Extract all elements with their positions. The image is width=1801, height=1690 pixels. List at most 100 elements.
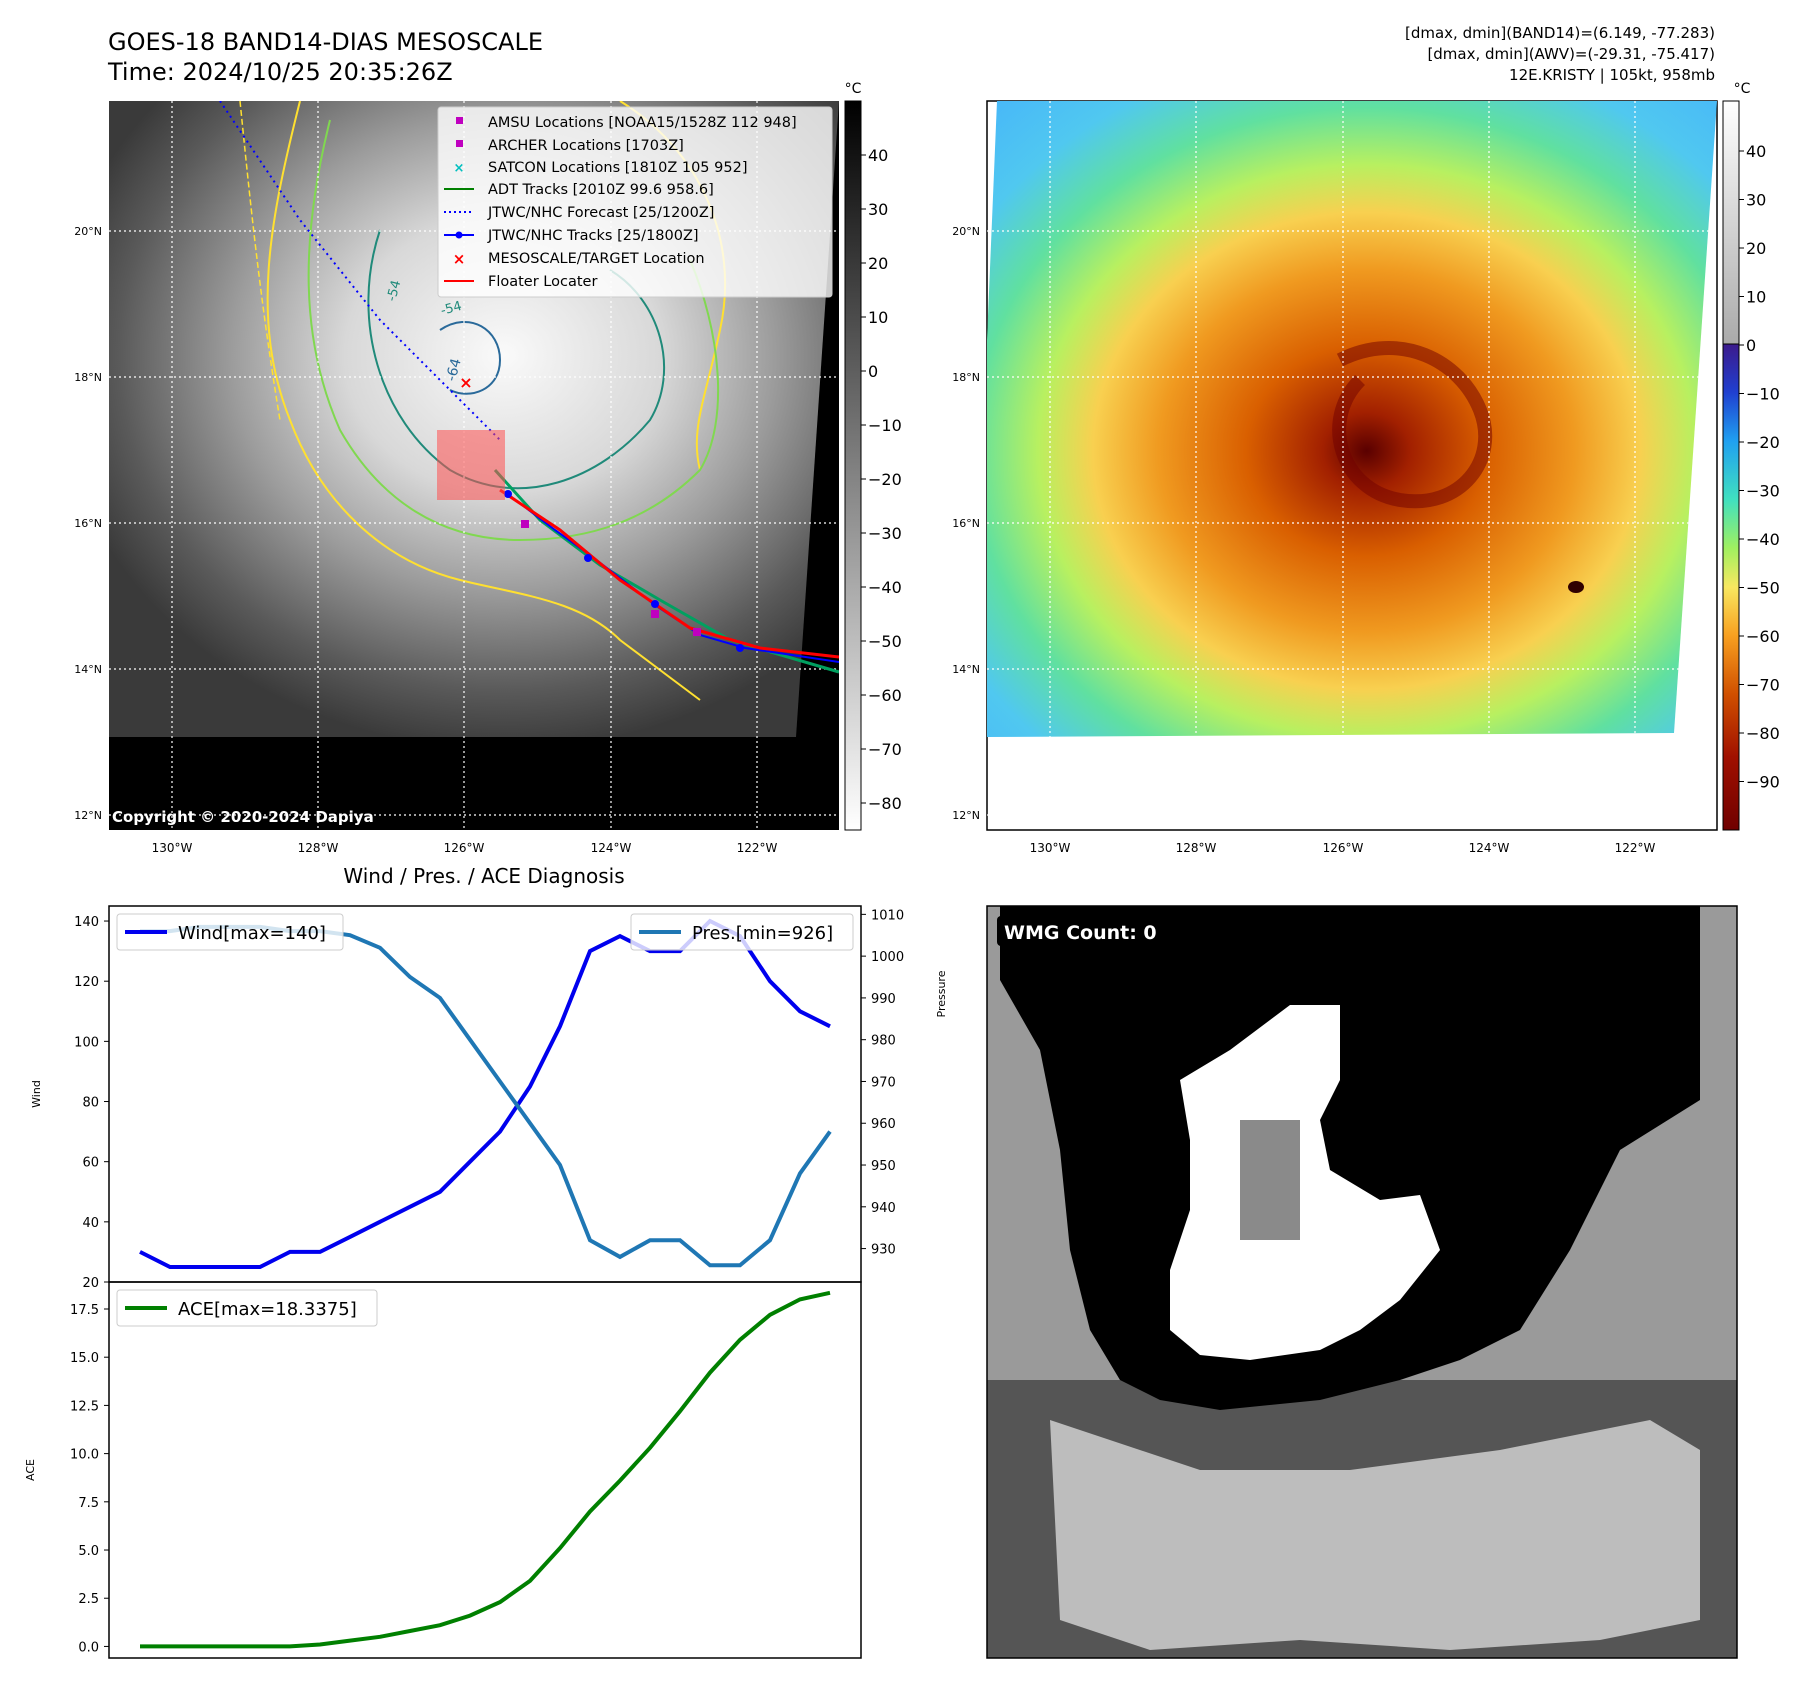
contour-lightgreen xyxy=(307,119,720,542)
lat-tick: 18°N xyxy=(74,371,102,384)
awv-map-panel: 20°N 18°N 16°N 14°N 12°N 130°W 128°W 126… xyxy=(952,100,1718,855)
wind-ytick-label: 140 xyxy=(74,915,99,930)
ace-legend-label: ACE[max=18.3375] xyxy=(178,1299,357,1320)
lat-tick: 14°N xyxy=(952,663,980,676)
lon-tick: 130°W xyxy=(152,841,193,855)
colorbar-tick-label: −90 xyxy=(1746,773,1780,792)
colorbar-tick-label: −30 xyxy=(868,524,902,543)
awv-imagery xyxy=(987,101,1717,737)
lon-tick: 124°W xyxy=(1469,841,1510,855)
wind-ytick-label: 20 xyxy=(82,1276,99,1291)
contour-label: -64 xyxy=(443,357,464,383)
archer-marker xyxy=(651,610,659,618)
contour-yellow xyxy=(266,101,701,701)
pressure-ytick-label: 1000 xyxy=(871,950,904,965)
contour-coast-yellow xyxy=(239,101,281,421)
wind-ytick-label: 40 xyxy=(82,1216,99,1231)
wind-legend: Wind[max=140] xyxy=(116,913,344,951)
wind-legend-label: Wind[max=140] xyxy=(178,923,326,944)
jtwc-track-point xyxy=(584,554,592,562)
colorbar-tick-label: 20 xyxy=(868,254,888,273)
colorbar-tick-label: −80 xyxy=(1746,724,1780,743)
legend-label: Floater Locater xyxy=(488,274,597,290)
jtwc-track-point xyxy=(651,600,659,608)
wind-ytick-label: 100 xyxy=(74,1035,99,1050)
jtwc-forecast-line xyxy=(219,101,501,441)
wind-series-line xyxy=(139,918,831,1269)
colorbar-unit: °C xyxy=(1734,81,1751,97)
colorbar-tick-label: 0 xyxy=(1746,336,1756,355)
band14-colorbar: °C 40 30 20 10 0 −10 −20 −30 −40 −50 −60 −70 −80 xyxy=(844,81,902,831)
awv-lon-labels: 130°W 128°W 126°W 124°W 122°W xyxy=(1030,841,1656,855)
wind-axis-label: Wind xyxy=(30,1080,43,1108)
colorbar-tick-label: −40 xyxy=(1746,530,1780,549)
colorbar-tick-label: 10 xyxy=(1746,288,1766,307)
colorbar-tick-label: −40 xyxy=(868,578,902,597)
ace-axes xyxy=(108,1281,862,1659)
colorbar-tick-label: 40 xyxy=(1746,142,1766,161)
ace-chart: 0.0 2.5 5.0 7.5 10.0 12.5 15.0 17.5 ACE ACE[max=1… xyxy=(24,1281,862,1659)
awv-gridlines xyxy=(987,101,1717,830)
lat-tick: 16°N xyxy=(74,517,102,530)
pressure-ytick-label: 980 xyxy=(871,1034,896,1049)
lon-tick: 122°W xyxy=(737,841,778,855)
wmg-white-region xyxy=(1170,1005,1440,1360)
target-marker: × xyxy=(459,373,472,392)
info-line-1: [dmax, dmin](BAND14)=(6.149, -77.283) xyxy=(1405,24,1715,42)
colorbar-tick-label: 0 xyxy=(868,362,878,381)
ace-ytick-label: 5.0 xyxy=(78,1544,99,1559)
legend-label: ADT Tracks [2010Z 99.6 958.6] xyxy=(488,182,714,198)
ace-series-line xyxy=(140,1290,831,1649)
title-line-1: GOES-18 BAND14-DIAS MESOSCALE xyxy=(108,28,543,56)
colorbar-tick-label: −60 xyxy=(1746,627,1780,646)
wind-pressure-chart: 20 40 60 80 100 120 140 930 940 950 960 970 980 990 10… xyxy=(30,905,948,1291)
legend-label: AMSU Locations [NOAA15/1528Z 112 948] xyxy=(488,115,797,131)
ir-lon-labels: 130°W 128°W 126°W 124°W 122°W xyxy=(152,841,778,855)
colorbar-tick-label: −20 xyxy=(868,470,902,489)
lon-tick: 130°W xyxy=(1030,841,1071,855)
awv-cold-spot xyxy=(1568,581,1584,593)
contour-label: -54 xyxy=(439,299,463,319)
info-line-2: [dmax, dmin](AWV)=(-29.31, -75.417) xyxy=(1427,45,1715,63)
band14-legend: AMSU Locations [NOAA15/1528Z 112 948] AR… xyxy=(437,106,833,298)
ace-ytick-label: 0.0 xyxy=(78,1640,99,1655)
wind-ytick-label: 60 xyxy=(82,1156,99,1171)
colorbar-tick-label: −60 xyxy=(868,686,902,705)
pressure-ytick-label: 930 xyxy=(871,1243,896,1258)
ace-ytick-label: 7.5 xyxy=(78,1496,99,1511)
ir-lat-labels: 20°N 18°N 16°N 14°N 12°N xyxy=(74,225,102,822)
svg-text:×: × xyxy=(454,161,465,176)
pressure-legend: Pres.[min=926] xyxy=(630,913,854,951)
lat-tick: 20°N xyxy=(74,225,102,238)
ace-axis-label: ACE xyxy=(24,1459,37,1481)
copyright-label: Copyright © 2020-2024 Dapiya xyxy=(112,808,374,826)
colorbar-tick-label: −30 xyxy=(1746,482,1780,501)
colorbar-tick-label: −50 xyxy=(1746,579,1780,598)
lon-tick: 122°W xyxy=(1615,841,1656,855)
wind-ytick-label: 120 xyxy=(74,975,99,990)
pressure-legend-label: Pres.[min=926] xyxy=(692,923,833,944)
ace-legend: ACE[max=18.3375] xyxy=(116,1289,378,1327)
legend-label: ARCHER Locations [1703Z] xyxy=(488,138,684,154)
colorbar-tick-label: 30 xyxy=(868,200,888,219)
legend-label: JTWC/NHC Tracks [25/1800Z] xyxy=(487,228,699,244)
legend-label: SATCON Locations [1810Z 105 952] xyxy=(488,160,747,176)
wmg-label-box xyxy=(997,916,1175,946)
pressure-ytick-label: 990 xyxy=(871,992,896,1007)
contour-blue xyxy=(439,320,502,395)
colorbar-tick-label: 10 xyxy=(868,308,888,327)
title-line-2: Time: 2024/10/25 20:35:26Z xyxy=(107,58,453,86)
lat-tick: 18°N xyxy=(952,371,980,384)
jtwc-track-point xyxy=(504,490,512,498)
svg-text:×: × xyxy=(453,250,466,268)
ace-ytick-label: 10.0 xyxy=(70,1448,99,1463)
ace-ytick-label: 17.5 xyxy=(70,1303,99,1318)
lon-tick: 128°W xyxy=(1176,841,1217,855)
lon-tick: 128°W xyxy=(298,841,339,855)
lat-tick: 20°N xyxy=(952,225,980,238)
lat-tick: 12°N xyxy=(74,809,102,822)
lon-tick: 124°W xyxy=(591,841,632,855)
colorbar-tick-label: −10 xyxy=(1746,385,1780,404)
pressure-axis-label: Pressure xyxy=(935,970,948,1017)
